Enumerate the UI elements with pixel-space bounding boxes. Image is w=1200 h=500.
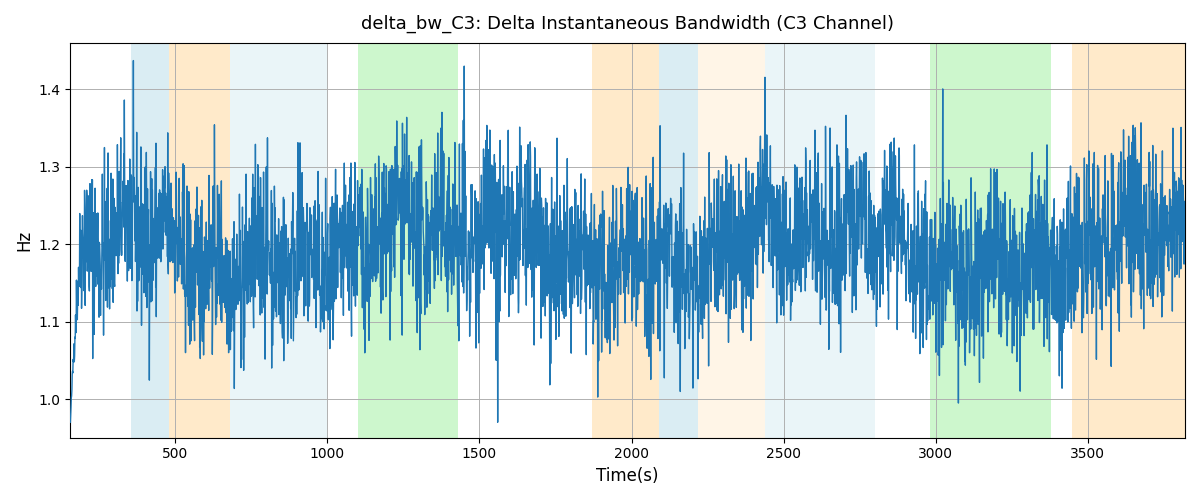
Y-axis label: Hz: Hz [14,230,32,251]
Bar [278,43,328,438]
X-axis label: Time(s): Time(s) [596,467,659,485]
Bar [930,43,1051,438]
Title: delta_bw_C3: Delta Instantaneous Bandwidth (C3 Channel): delta_bw_C3: Delta Instantaneous Bandwid… [361,15,894,34]
Bar [592,43,659,438]
Bar [766,43,875,438]
Bar [169,43,230,438]
Bar [358,43,458,438]
Bar [230,43,278,438]
Bar [1073,43,1186,438]
Bar [659,43,698,438]
Bar [698,43,766,438]
Bar [131,43,169,438]
